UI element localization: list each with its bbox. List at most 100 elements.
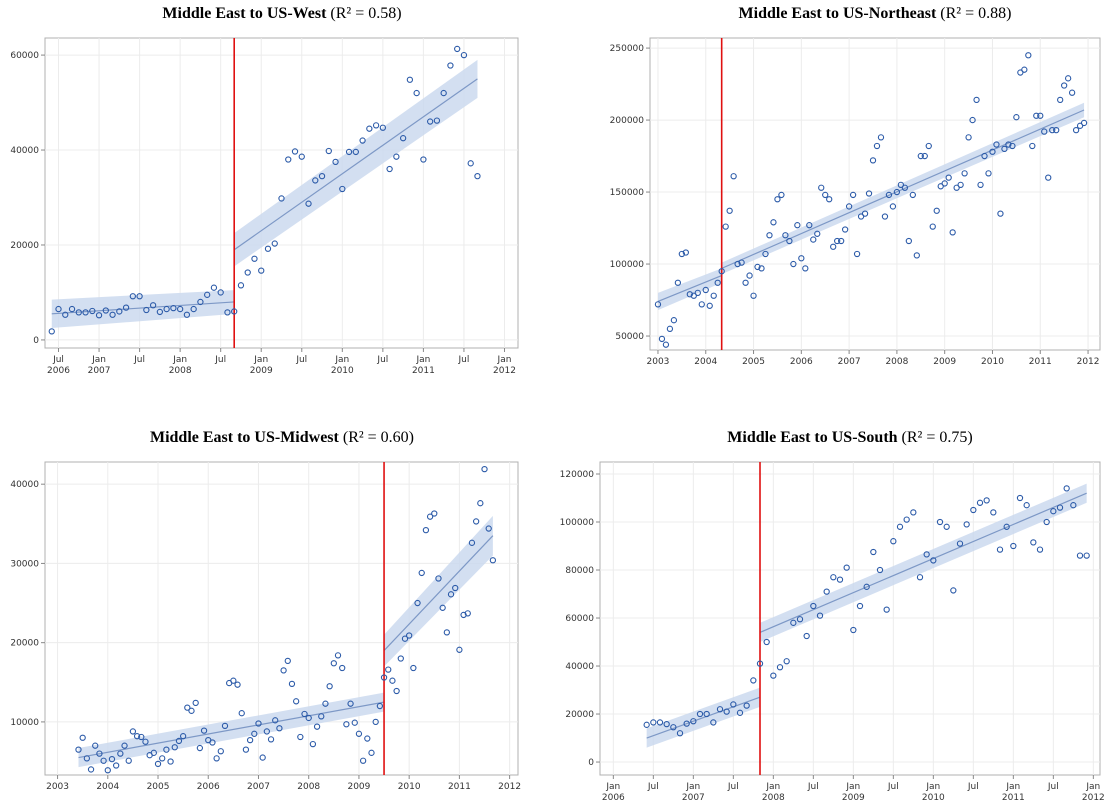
title-note: (R² = 0.75) [902, 429, 973, 446]
data-point [814, 230, 821, 237]
data-point [379, 124, 387, 131]
data-point [783, 658, 790, 665]
data-point [200, 727, 208, 734]
data-point [993, 141, 1000, 148]
y-tick-label: 40000 [10, 146, 39, 156]
data-point [722, 223, 729, 230]
y-tick-label: 100000 [560, 518, 595, 528]
title-note: (R² = 0.58) [330, 5, 401, 22]
data-point [662, 341, 670, 348]
y-tick-label: 0 [33, 336, 39, 346]
x-tick-label: Jan 2007 [682, 782, 705, 803]
data-point [742, 279, 749, 286]
data-point [989, 148, 996, 155]
y-tick-label: 40000 [565, 662, 594, 672]
data-point [345, 148, 353, 156]
data-point [1053, 126, 1060, 134]
data-point [678, 250, 686, 258]
chart: 0 20000 40000 60000 80000 100000 120000 Jan 2006… [560, 429, 1105, 803]
data-point [1016, 494, 1024, 502]
data-point [83, 755, 91, 762]
data-point [326, 683, 333, 690]
data-point [816, 612, 824, 619]
data-point [1033, 112, 1040, 119]
chart-title: Middle East to US-West (R² = 0.58) [162, 5, 401, 22]
data-point [418, 569, 425, 577]
data-point [167, 758, 174, 765]
data-point [190, 305, 197, 313]
confidence-band [234, 59, 478, 267]
x-tick-label: 2011 [1029, 357, 1052, 367]
data-point [826, 196, 833, 203]
data-point [355, 730, 363, 737]
x-tick-label: 2011 [448, 782, 471, 792]
x-tick-label: 2009 [347, 782, 370, 792]
data-point [910, 509, 917, 516]
data-point [467, 160, 474, 167]
data-point [150, 749, 157, 756]
y-tick-label: 20000 [10, 241, 39, 251]
data-point [204, 291, 211, 298]
data-point [393, 153, 400, 160]
data-point [870, 548, 877, 556]
data-point [170, 304, 177, 312]
data-point [663, 720, 670, 728]
data-point [949, 229, 956, 236]
data-point [312, 177, 319, 184]
data-point [682, 249, 689, 256]
data-point [790, 260, 797, 268]
data-point [197, 298, 204, 306]
data-point [836, 576, 844, 583]
title-main: Middle East to US-Midwest [150, 429, 340, 446]
data-point [291, 148, 299, 155]
data-point [399, 135, 407, 142]
data-point [1009, 142, 1016, 150]
x-tick-label: 2003 [647, 357, 670, 367]
data-point [897, 181, 905, 189]
x-tick-label: 2012 [1077, 357, 1100, 367]
data-point [431, 510, 438, 517]
data-point [961, 170, 968, 177]
x-tick-label: Jan 2012 [1082, 782, 1105, 803]
data-point [48, 328, 55, 335]
data-point [696, 710, 704, 718]
data-point [796, 616, 804, 623]
data-point [217, 748, 224, 755]
data-point [454, 45, 461, 53]
data-point [92, 742, 99, 749]
data-point [901, 184, 909, 191]
data-point [179, 733, 187, 740]
data-point [447, 591, 455, 598]
data-point [149, 302, 157, 309]
fit-line [759, 492, 1087, 633]
data-point [856, 602, 864, 610]
data-point [810, 236, 817, 243]
data-point [385, 666, 392, 673]
data-point [903, 516, 910, 523]
x-tick-label: Jan 2008 [169, 355, 192, 376]
data-point [156, 308, 164, 316]
title-main: Middle East to US-Northeast [739, 5, 937, 22]
x-tick-label: 2012 [498, 782, 521, 792]
data-point [714, 279, 721, 286]
data-point [1070, 502, 1077, 509]
data-point [113, 762, 120, 769]
data-point [758, 265, 765, 272]
data-point [976, 499, 984, 506]
data-point [75, 746, 82, 753]
data-point [830, 243, 837, 250]
data-point [845, 203, 853, 210]
y-tick-label: 30000 [10, 559, 39, 569]
data-point [890, 538, 897, 545]
data-point [1080, 119, 1088, 127]
data-point [981, 152, 988, 160]
data-point [293, 698, 300, 705]
data-point [372, 122, 380, 129]
data-point [305, 714, 312, 722]
title-note: (R² = 0.60) [343, 429, 414, 446]
data-point [171, 744, 178, 751]
data-point [776, 664, 784, 671]
data-point [917, 152, 924, 160]
fit-line [51, 301, 235, 315]
data-point [125, 757, 132, 764]
